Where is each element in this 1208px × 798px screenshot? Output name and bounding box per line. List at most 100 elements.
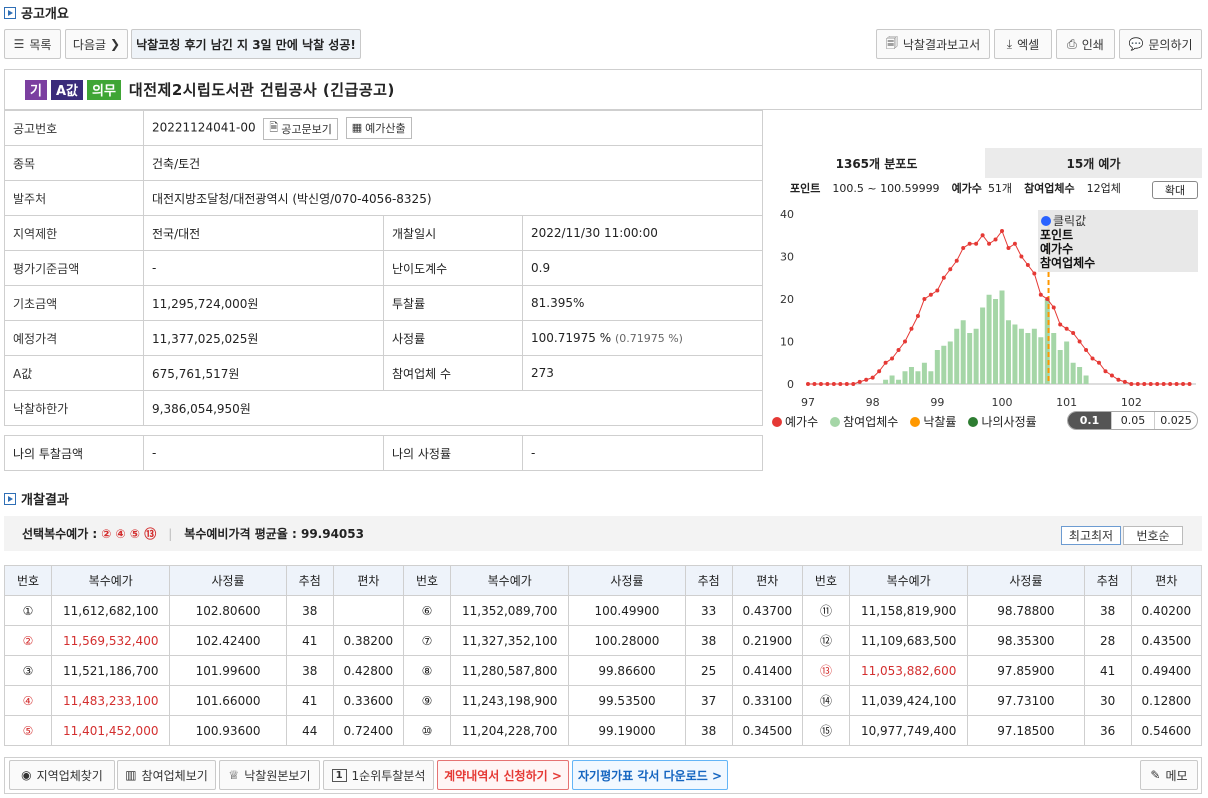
- view-notice-button[interactable]: 🗎 공고문보기: [263, 117, 338, 140]
- my-bid-table: 나의 투찰금액 - 나의 사정률 -: [4, 435, 763, 471]
- result-cell-n: ②: [3, 625, 53, 656]
- estimate-point: [1077, 339, 1082, 344]
- zoom-button[interactable]: 확대: [1152, 181, 1198, 199]
- self-eval-label: 자기평가표 각서 다운로드 >: [577, 768, 723, 783]
- result-cell-d: 0.41400: [731, 655, 803, 686]
- sort-high-low-button[interactable]: 최고최저: [1061, 526, 1121, 545]
- participant-bar: [1044, 299, 1050, 384]
- my-rate-label: 나의 사정률: [383, 435, 523, 471]
- memo-button[interactable]: ✎ 메모: [1140, 760, 1198, 790]
- estimate-point: [1174, 382, 1179, 386]
- sort-number-button[interactable]: 번호순: [1123, 526, 1183, 545]
- category-label: 종목: [4, 145, 144, 181]
- report-button[interactable]: 🗐 낙찰결과보고서: [876, 29, 990, 59]
- legend-item-est[interactable]: 예가수: [772, 413, 818, 430]
- estimate-point: [1148, 382, 1153, 386]
- result-header: 추첨: [1083, 565, 1132, 596]
- tooltip-part-label: 참여업체수: [1040, 255, 1095, 270]
- legend-item-mine[interactable]: 나의사정률: [968, 413, 1037, 430]
- result-cell-r: 99.86600: [568, 655, 686, 686]
- result-cell-n: ⑥: [402, 595, 452, 626]
- participant-bar: [934, 350, 940, 384]
- participants-button[interactable]: ▥ 참여업체보기: [117, 760, 216, 790]
- contract-request-button[interactable]: 계약내역서 신청하기 >: [437, 760, 569, 790]
- result-cell-c: 30: [1083, 685, 1132, 716]
- participant-bar: [1057, 350, 1063, 384]
- calculator-icon: ▦: [351, 121, 363, 134]
- result-cell-d: 0.42800: [332, 655, 404, 686]
- list-button[interactable]: ☰ 목록: [4, 29, 61, 59]
- result-header: 편차: [1130, 565, 1203, 596]
- result-cell-r: 102.42400: [169, 625, 287, 656]
- result-table: 번호 복수예가 사정률 추첨 편차 번호 복수예가 사정률 추첨 편차 번호 복수예가 사정률 추첨 편차 …: [3, 565, 1203, 746]
- result-header: 번호: [3, 565, 53, 596]
- result-cell-n: ⑨: [402, 685, 452, 716]
- est-count-label: 예가수: [951, 182, 982, 195]
- first-rank-label: 1순위투찰분석: [351, 768, 426, 783]
- tooltip-point-label: 포인트: [1040, 227, 1073, 242]
- legend-dot-mine: [968, 417, 979, 427]
- result-header: 복수예가: [450, 565, 570, 596]
- original-button[interactable]: ♕ 낙찰원본보기: [219, 760, 320, 790]
- region-search-button[interactable]: ◉ 지역업체찾기: [9, 760, 115, 790]
- promo-banner[interactable]: 낙찰코칭 후기 남긴 지 3일 만에 낙찰 성공!: [131, 29, 361, 59]
- result-cell-p: 11,327,352,100: [450, 625, 570, 656]
- result-row: ⑤ 11,401,452,000 100.93600 44 0.72400 ⑩ 11,204…: [3, 715, 1203, 746]
- participant-bar: [902, 371, 908, 384]
- excel-button[interactable]: ⤓ 엑셀: [994, 29, 1052, 59]
- result-header: 추첨: [684, 565, 733, 596]
- result-cell-d: 0.34500: [731, 715, 803, 746]
- memo-label: 메모: [1165, 768, 1188, 783]
- scale-selector: 0.1 0.05 0.025: [1067, 411, 1198, 430]
- result-cell-r: 100.28000: [568, 625, 686, 656]
- estimate-point: [806, 382, 810, 386]
- section-arrow-icon: [4, 6, 16, 19]
- estimate-point: [825, 382, 830, 386]
- result-cell-p: 11,280,587,800: [450, 655, 570, 686]
- my-rate-value: -: [522, 435, 763, 471]
- estimate-point: [1155, 382, 1160, 386]
- inquiry-button[interactable]: 💬 문의하기: [1119, 29, 1202, 59]
- tab-estimates[interactable]: 15개 예가: [985, 148, 1202, 178]
- calc-price-button[interactable]: ▦ 예가산출: [345, 116, 412, 139]
- participant-bar: [941, 345, 947, 384]
- participant-bar: [921, 362, 927, 384]
- result-cell-n: ⑫: [801, 625, 851, 656]
- participant-bar: [999, 290, 1005, 384]
- self-eval-download-button[interactable]: 자기평가표 각서 다운로드 >: [572, 760, 728, 790]
- result-cell-c: 38: [684, 715, 733, 746]
- estimate-point: [1181, 382, 1186, 386]
- legend-item-rate[interactable]: 낙찰률: [910, 413, 956, 430]
- legend-item-part[interactable]: 참여업체수: [830, 413, 898, 430]
- first-rank-button[interactable]: 1 1순위투찰분석: [323, 760, 434, 790]
- estimate-point: [1051, 305, 1056, 310]
- estimate-point: [1090, 356, 1095, 361]
- participant-bar: [1070, 362, 1076, 384]
- participant-bar: [915, 371, 921, 384]
- notice-info-table: 공고번호 20221124041-00 🗎 공고문보기 ▦ 예가산출 종목 건축/토…: [4, 110, 763, 426]
- estimate-point: [1129, 382, 1134, 386]
- tooltip-dot: [1041, 216, 1051, 226]
- next-button[interactable]: 다음글 ❯: [65, 29, 128, 59]
- tab-distribution[interactable]: 1365개 분포도: [768, 148, 985, 178]
- result-header: 편차: [332, 565, 404, 596]
- estimate-point: [954, 258, 959, 263]
- part-count-value: 12업체: [1086, 182, 1121, 195]
- x-tick-label: 102: [1121, 396, 1142, 409]
- assess-cell: 100.71975 % (0.71975 %): [522, 320, 763, 356]
- scale-0-1[interactable]: 0.1: [1068, 412, 1111, 429]
- participant-bar: [1031, 328, 1037, 384]
- print-button[interactable]: ⎙ 인쇄: [1056, 29, 1115, 59]
- x-tick-label: 101: [1056, 396, 1077, 409]
- building-icon: ▥: [125, 768, 137, 782]
- result-cell-d: 0.33100: [731, 685, 803, 716]
- participant-bar: [986, 294, 992, 384]
- scale-0-025[interactable]: 0.025: [1154, 412, 1197, 429]
- result-header: 사정률: [568, 565, 686, 596]
- inquiry-label: 문의하기: [1148, 37, 1193, 52]
- category-value: 건축/토건: [143, 145, 763, 181]
- eval-label: 평가기준금액: [4, 250, 144, 286]
- scale-0-05[interactable]: 0.05: [1111, 412, 1154, 429]
- estimate-point: [1084, 348, 1089, 352]
